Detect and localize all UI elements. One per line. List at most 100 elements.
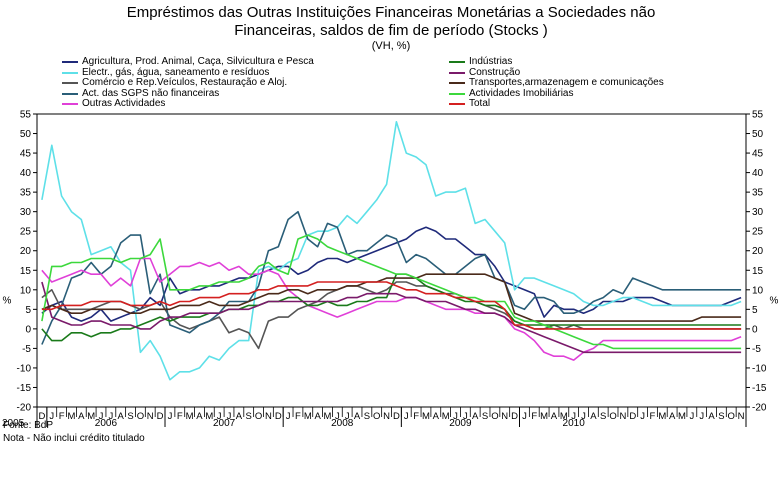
y-tick-label-right: -10 bbox=[752, 363, 767, 374]
legend-item: Electr., gás, água, saneamento e resíduo… bbox=[62, 66, 270, 78]
y-tick-label-left: 35 bbox=[20, 188, 32, 199]
x-month-label: M bbox=[422, 411, 430, 422]
series-line-9 bbox=[41, 281, 742, 330]
legend-label: Total bbox=[469, 98, 491, 110]
series-line-0 bbox=[41, 226, 742, 322]
y-tick-label-left: 40 bbox=[20, 168, 32, 179]
x-month-label: F bbox=[177, 411, 183, 422]
x-month-label: S bbox=[600, 411, 606, 422]
chart-title-line-2: Financeiras, saldos de fim de período (S… bbox=[234, 22, 548, 39]
x-month-label: O bbox=[255, 411, 262, 422]
y-tick-label-right: 25 bbox=[752, 227, 764, 238]
legend-swatch bbox=[449, 71, 465, 74]
y-tick-label-left: -15 bbox=[17, 383, 32, 394]
y-tick-label-left: -10 bbox=[17, 363, 32, 374]
x-month-label: M bbox=[560, 411, 568, 422]
x-month-label: N bbox=[147, 411, 154, 422]
x-month-label: O bbox=[609, 411, 616, 422]
legend-item: Transportes,armazenagem e comunicações bbox=[449, 78, 664, 88]
series-line-7 bbox=[41, 273, 742, 322]
x-month-label: J bbox=[571, 411, 576, 422]
y-tick-label-left: -5 bbox=[22, 344, 31, 355]
y-tick-label-left: 10 bbox=[20, 285, 32, 296]
y-axis-label-right: % bbox=[770, 296, 779, 307]
x-month-label: J bbox=[689, 411, 694, 422]
x-month-label: S bbox=[718, 411, 724, 422]
legend-swatch bbox=[449, 82, 465, 85]
x-month-label: J bbox=[227, 411, 232, 422]
legend-swatch bbox=[62, 71, 78, 74]
x-month-label: J bbox=[49, 411, 54, 422]
x-month-label: N bbox=[501, 411, 508, 422]
y-tick-label-right: 15 bbox=[752, 266, 764, 277]
x-month-label: J bbox=[99, 411, 104, 422]
x-month-label: F bbox=[413, 411, 419, 422]
x-month-label: O bbox=[728, 411, 735, 422]
x-year-label: 2009 bbox=[449, 418, 472, 429]
legend-swatch bbox=[449, 61, 465, 63]
x-month-label: J bbox=[168, 411, 173, 422]
x-month-label: M bbox=[658, 411, 666, 422]
x-month-label: D bbox=[393, 411, 400, 422]
series-line-4 bbox=[41, 257, 742, 361]
x-month-label: J bbox=[108, 411, 113, 422]
x-month-label: D bbox=[157, 411, 164, 422]
x-month-label: D bbox=[275, 411, 282, 422]
legend-swatch bbox=[449, 103, 465, 106]
x-month-label: M bbox=[87, 411, 95, 422]
x-month-label: A bbox=[236, 411, 243, 422]
legend-label: Electr., gás, água, saneamento e resíduo… bbox=[82, 66, 270, 78]
legend-label: Comércio e Rep.Veículos, Restauração e A… bbox=[82, 77, 288, 89]
x-month-label: S bbox=[364, 411, 370, 422]
legend-swatch bbox=[62, 92, 78, 95]
legend-label: Actividades Imobiliárias bbox=[469, 87, 574, 99]
x-month-label: S bbox=[127, 411, 133, 422]
legend-item: Act. das SGPS não financeiras bbox=[62, 88, 219, 99]
y-tick-label-right: 50 bbox=[752, 129, 764, 140]
x-month-label: O bbox=[491, 411, 498, 422]
legend-item: Comércio e Rep.Veículos, Restauração e A… bbox=[62, 78, 287, 88]
y-tick-label-right: 35 bbox=[752, 188, 764, 199]
x-month-label: M bbox=[324, 411, 332, 422]
x-month-label: A bbox=[669, 411, 676, 422]
legend-label: Outras Actividades bbox=[82, 98, 166, 110]
legend-item: Indústrias bbox=[449, 57, 512, 67]
x-month-label: A bbox=[78, 411, 85, 422]
y-tick-label-right: -5 bbox=[752, 344, 761, 355]
x-month-label: A bbox=[118, 411, 125, 422]
x-month-label: A bbox=[433, 411, 440, 422]
y-tick-label-left: 55 bbox=[20, 110, 32, 121]
y-tick-label-left: 0 bbox=[25, 324, 31, 335]
x-month-label: A bbox=[314, 411, 321, 422]
source-note: Fonte: BdP bbox=[3, 420, 54, 431]
x-month-label: F bbox=[295, 411, 301, 422]
x-month-label: O bbox=[373, 411, 380, 422]
x-month-label: S bbox=[482, 411, 488, 422]
chart-notes: Fonte: BdP Nota - Não inclui crédito tit… bbox=[3, 419, 145, 445]
x-month-label: M bbox=[68, 411, 76, 422]
x-month-label: J bbox=[286, 411, 291, 422]
x-month-label: J bbox=[699, 411, 704, 422]
legend-item: Total bbox=[449, 99, 490, 109]
x-month-label: J bbox=[335, 411, 340, 422]
x-month-label: M bbox=[678, 411, 686, 422]
x-month-label: M bbox=[540, 411, 548, 422]
series-line-5 bbox=[41, 273, 742, 342]
x-month-label: A bbox=[590, 411, 597, 422]
x-month-label: F bbox=[650, 411, 656, 422]
y-tick-label-left: 5 bbox=[25, 305, 31, 316]
x-month-label: F bbox=[531, 411, 537, 422]
series-line-1 bbox=[41, 121, 742, 381]
x-month-label: N bbox=[265, 411, 272, 422]
x-month-label: M bbox=[205, 411, 213, 422]
chart-title-line-1: Empréstimos das Outras Instituições Fina… bbox=[126, 4, 656, 21]
x-month-label: D bbox=[511, 411, 518, 422]
chart-title: Empréstimos das Outras Instituições Fina… bbox=[0, 4, 782, 53]
x-month-label: J bbox=[581, 411, 586, 422]
x-month-label: J bbox=[404, 411, 409, 422]
y-tick-label-left: 50 bbox=[20, 129, 32, 140]
x-month-label: D bbox=[38, 411, 45, 422]
y-tick-label-right: 45 bbox=[752, 149, 764, 160]
x-month-label: D bbox=[629, 411, 636, 422]
